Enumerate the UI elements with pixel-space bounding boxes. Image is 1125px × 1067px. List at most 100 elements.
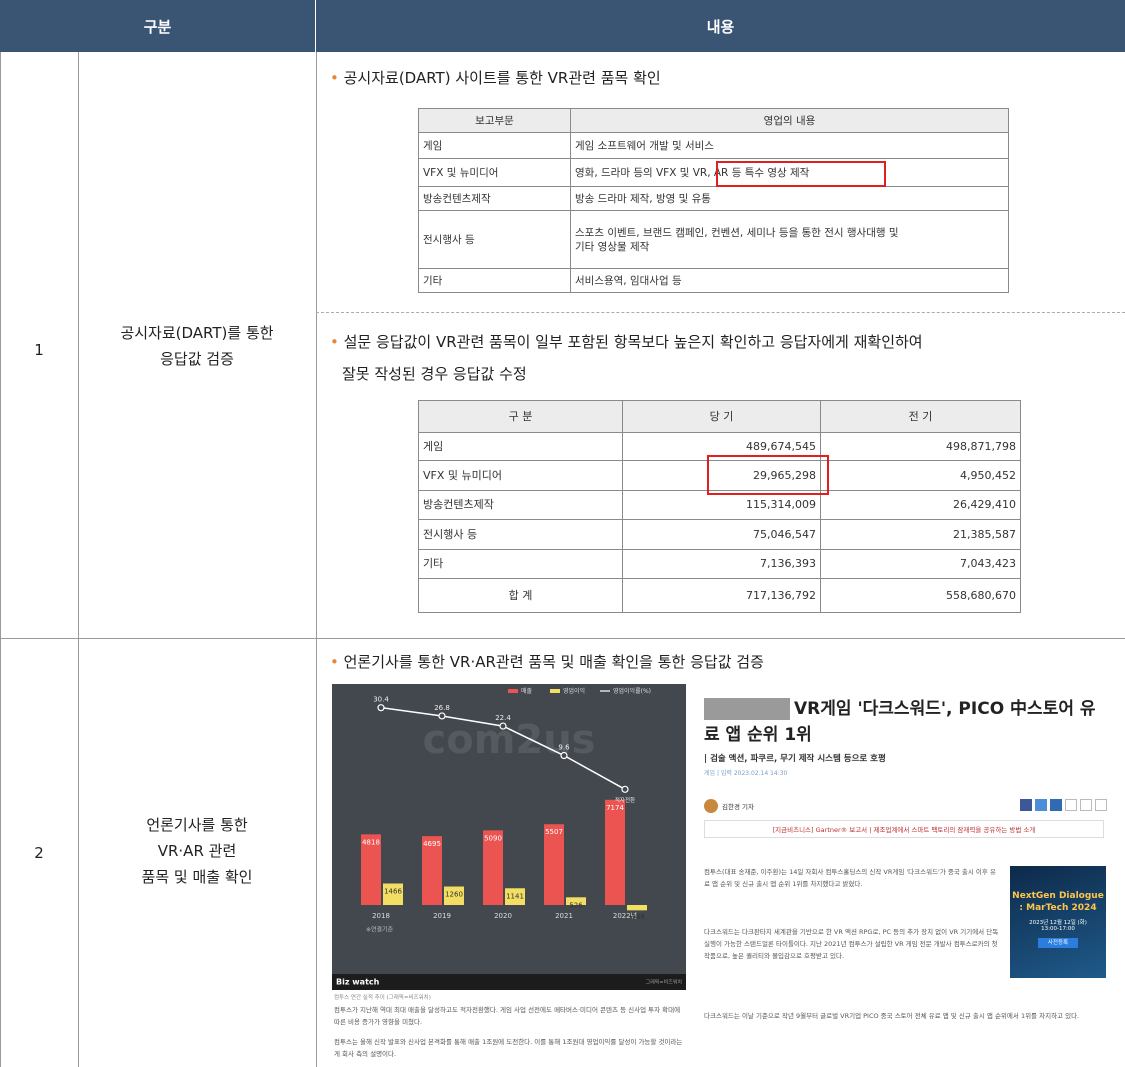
chart-brand: Biz watch [336,978,380,987]
table-row: 게임 489,674,545 498,871,798 [418,432,1021,461]
icon[interactable] [1080,799,1092,811]
header-cell: 전 기 [820,400,1021,433]
data-label: 5507 [545,828,563,836]
bar [444,886,464,905]
bullet: 설문 응답값이 VR관련 품목이 일부 포함된 항목보다 높은지 확인하고 응답… [330,326,923,390]
bullet: 공시자료(DART) 사이트를 통한 VR관련 품목 확인 [330,62,661,94]
icon[interactable] [1095,799,1107,811]
data-label: 30.4 [373,696,389,704]
table-cell: 전시행사 등 [418,519,623,550]
header-cell: 보고부문 [418,108,571,133]
text-line: 영화, 드라마 등의 VFX 및 VR, AR 등 특수 영상 제작 [575,166,810,179]
table-cell: 서비스용역, 임대사업 등 [570,268,1009,293]
paragraph: 컴투스(대표 송재준, 이주환)는 14일 자회사 컴투스홀딩스의 신작 VR게… [704,868,996,888]
line-point [377,704,385,712]
table-cell: 합 계 [418,578,623,613]
header-cell: 영업의 내용 [570,108,1009,133]
header-cell: 당 기 [622,400,821,433]
data-label: 5090 [484,834,502,842]
table-cell: 7,043,423 [820,549,1021,579]
table-cell: 게임 [418,132,571,159]
data-label: 26.8 [434,704,450,712]
table-cell: 게임 [418,432,623,461]
text-line: NextGen Dialogue [1012,891,1104,901]
data-label: 1260 [445,891,463,899]
icon[interactable] [1020,799,1032,811]
table-cell: 기타 [418,268,571,293]
ad-date: 2023년 12월 12일 (화) [1029,920,1087,926]
row-division: 공시자료(DART)를 통한 응답값 검증 [78,320,316,372]
line-point [560,751,568,760]
data-label: 9.6 [558,744,570,752]
text-line: 공시자료(DART)를 통한 [120,324,274,342]
table-row: 게임 게임 소프트웨어 개발 및 서비스 [418,132,1009,159]
table-cell: 7,136,393 [622,549,821,579]
paragraph: 컴투스가 지난해 역대 최대 매출을 달성하고도 적자전환했다. 게임 사업 선… [334,1006,681,1026]
row-number: 1 [34,341,44,359]
data-label: 526 [569,901,583,909]
chart-footer [332,974,686,990]
header-division: 구분 [0,0,315,52]
icon[interactable] [1065,799,1077,811]
table-cell: 게임 소프트웨어 개발 및 서비스 [570,132,1009,159]
table-row: 기타 서비스용역, 임대사업 등 [418,268,1009,293]
table-cell: VFX 및 뉴미디어 [418,460,623,491]
highlight-box [716,161,886,187]
text-line: VR·AR 관련 [157,842,237,860]
icon[interactable] [1035,799,1047,811]
text-line: 설문 응답값이 VR관련 품목이 일부 포함된 항목보다 높은지 확인하고 응답… [343,333,923,351]
table-cell: 기타 [418,549,623,579]
data-label: 적자전환 [615,796,635,804]
bar [361,834,381,905]
article-title: VR게임 '다크스워드', PICO 中스토어 유 료 앱 순위 1위 [704,696,1104,748]
text-line: 료 앱 순위 1위 [704,725,812,745]
article-banner[interactable]: [지금비즈니스] Gartner® 보고서 | 제조업계에서 스마트 팩토리의 … [704,820,1104,838]
text-line: 서비스용역, 임대사업 등 [575,274,682,287]
legend-swatch [550,689,560,693]
border [0,638,1125,639]
bar [422,836,442,905]
legend-swatch [508,689,518,693]
legend-label: 영업이익 [563,687,585,695]
border [316,52,317,1067]
legend-label: 영업이익률(%) [613,687,651,695]
table-row: 방송컨텐츠제작 방송 드라마 제작, 방영 및 유통 [418,186,1009,211]
x-tick-label: 2020 [494,912,512,920]
header-cell: 구 분 [418,400,623,433]
table-cell: 스포츠 이벤트, 브랜드 캠페인, 컨벤션, 세미나 등을 통한 전시 행사대행… [570,210,1009,269]
data-label: -366 [629,913,645,921]
table-cell: VFX 및 뉴미디어 [418,158,571,187]
icon[interactable] [1050,799,1062,811]
bar [627,905,647,911]
table-row: VFX 및 뉴미디어 29,965,298 4,950,452 [418,460,1021,491]
divider [316,312,1125,313]
table-cell: 498,871,798 [820,432,1021,461]
paragraph: 컴투스는 올해 신작 발표와 신사업 본격화를 통해 매출 1조원에 도전한다.… [334,1038,683,1058]
chart-credit: 그래픽=비즈워치 [646,979,682,986]
redacted-block [704,698,790,720]
ad-time: 13:00-17:00 [1041,926,1075,932]
ad-button[interactable]: 사전등록 [1038,938,1078,948]
reporter: 김한경 기자 [722,803,754,811]
ad-box[interactable]: NextGen Dialogue : MarTech 2024 2023년 12… [1010,866,1106,978]
x-tick-label: 2019 [433,912,451,920]
table-cell: 방송컨텐츠제작 [418,490,623,520]
table-cell: 717,136,792 [622,578,821,613]
legend-label: 매출 [521,687,533,695]
news-chart: com2us 2018 4818 1466 2019 4695 1260 2020 5090 11… [332,684,686,990]
bullet: 언론기사를 통한 VR·AR관련 품목 및 매출 확인을 통한 응답값 검증 [330,646,764,678]
text-line: 스포츠 이벤트, 브랜드 캠페인, 컨벤션, 세미나 등을 통한 전시 행사대행… [575,226,899,239]
x-tick-label: 2021 [555,912,573,920]
row-division: 언론기사를 통한 VR·AR 관련 품목 및 매출 확인 [78,812,316,890]
row-number: 2 [34,844,44,862]
header-content: 내용 [316,0,1125,52]
article-subtitle: | 검술 액션, 파쿠르, 무기 제작 시스템 등으로 호평 [704,754,886,764]
line-point [621,785,629,793]
line-point [438,712,446,720]
text-line: 게임 소프트웨어 개발 및 서비스 [575,139,714,152]
text-line: 기타 영상물 제작 [575,240,650,253]
table-cell: 전시행사 등 [418,210,571,269]
ad-title: NextGen Dialogue : MarTech 2024 [1010,890,1106,914]
